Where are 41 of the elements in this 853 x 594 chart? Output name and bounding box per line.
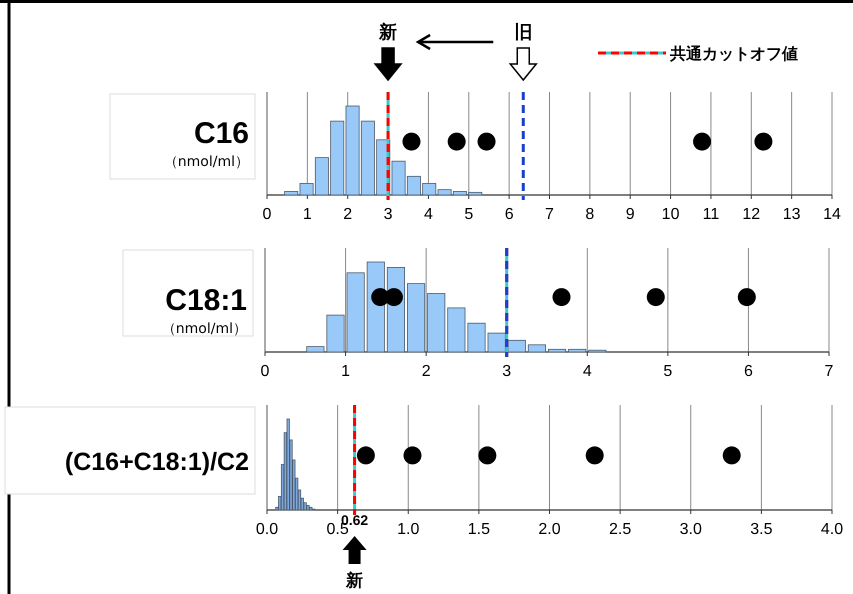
x-tick-label: 12 xyxy=(742,206,760,223)
text: 新 xyxy=(378,22,398,43)
chart-title: C16 xyxy=(194,117,249,150)
x-tick-label: 7 xyxy=(824,363,834,380)
x-tick-label: 6 xyxy=(504,206,514,223)
text: （nmol/ml） xyxy=(164,154,249,170)
x-tick-label: 10 xyxy=(662,206,680,223)
x-tick-label: 5 xyxy=(464,206,474,223)
text: (C16+C18:1)/C2 xyxy=(64,448,249,476)
x-tick-label: 1 xyxy=(302,206,312,223)
text: 旧 xyxy=(514,22,532,43)
x-tick-label: 0.0 xyxy=(256,521,278,538)
x-tick-label: 7 xyxy=(545,206,554,223)
x-tick-label: 0 xyxy=(262,206,272,223)
x-tick-label: 9 xyxy=(626,206,635,223)
x-tick-label: 2.0 xyxy=(538,521,561,538)
x-tick-label: 1.0 xyxy=(397,521,420,538)
x-tick-label: 8 xyxy=(585,206,594,223)
x-tick-label: 3.0 xyxy=(680,521,702,538)
text: 新 xyxy=(345,571,364,591)
text: C18:1 xyxy=(165,284,247,317)
x-tick-label: 0 xyxy=(260,363,270,380)
x-tick-label: 5 xyxy=(663,363,672,380)
x-tick-label: 1 xyxy=(341,363,350,380)
x-tick-label: 11 xyxy=(702,206,720,223)
x-tick-label: 2 xyxy=(343,206,352,223)
x-tick-label: 3 xyxy=(384,206,393,223)
x-tick-label: 13 xyxy=(782,206,801,223)
x-tick-label: 4 xyxy=(582,363,592,380)
x-tick-label: 3 xyxy=(502,363,512,380)
x-tick-label: 4.0 xyxy=(820,521,844,538)
x-tick-label: 4 xyxy=(424,206,433,223)
x-tick-label: 1.5 xyxy=(468,521,490,538)
legend-label: 共通カットオフ値 xyxy=(669,44,798,63)
x-tick-label: 2 xyxy=(422,363,431,380)
text: （nmol/ml） xyxy=(162,321,247,337)
x-tick-label: 14 xyxy=(823,206,841,223)
cutoff-key: 共通カットオフ値 xyxy=(598,44,798,63)
x-tick-label: 6 xyxy=(744,363,753,380)
x-tick-label: 3.5 xyxy=(750,521,773,538)
x-tick-label: 2.5 xyxy=(609,521,632,538)
